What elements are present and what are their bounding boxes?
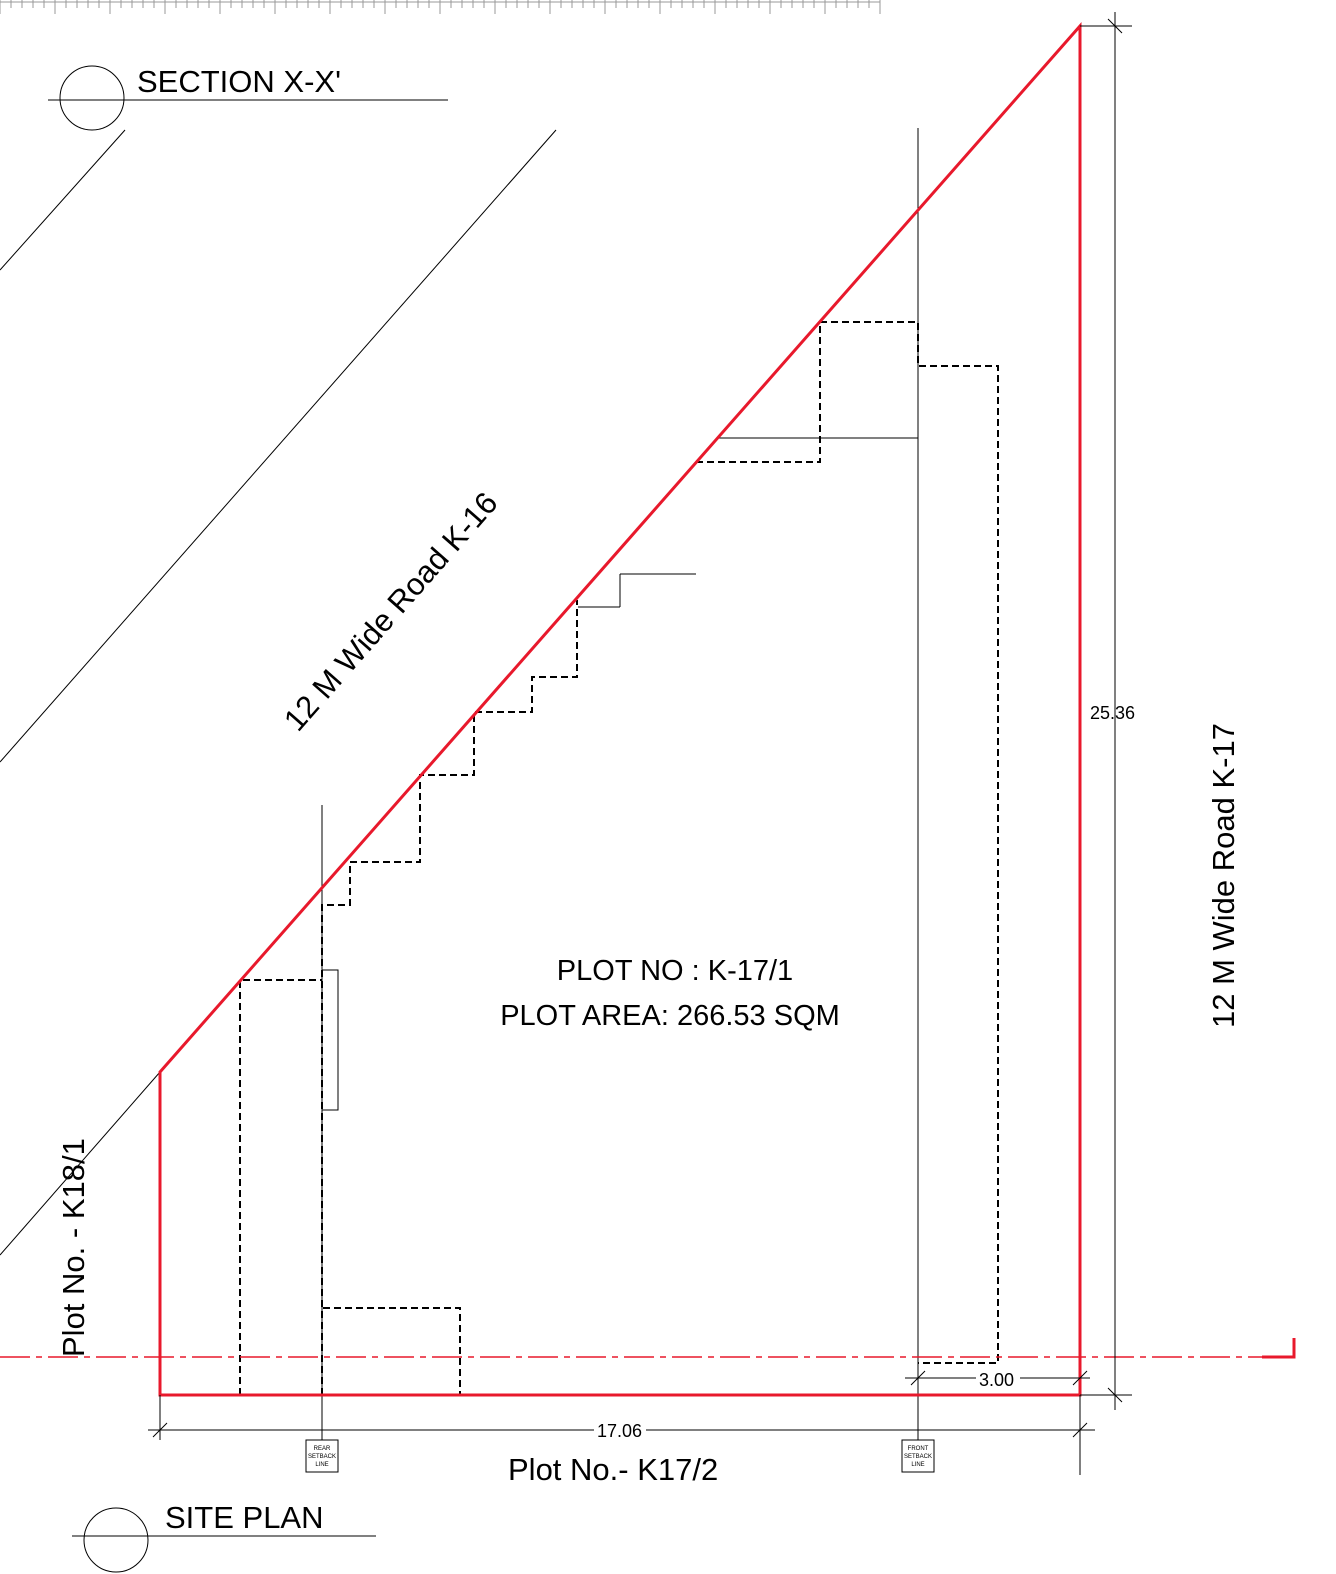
- plot-area: PLOT AREA: 266.53 SQM: [500, 1000, 840, 1032]
- plot-k17-2-label: Plot No.- K17/2: [508, 1452, 718, 1487]
- front-setback-tag: FRONT SETBACK LINE: [901, 1439, 935, 1473]
- site-plan-title: SITE PLAN: [165, 1500, 324, 1535]
- road-k16-label: 12 M Wide Road K-16: [277, 485, 505, 737]
- road-k16-lines: [0, 129, 557, 1256]
- dimension-front-label: 3.00: [979, 1370, 1014, 1390]
- site-plan-title-block: SITE PLAN: [72, 1500, 376, 1573]
- section-title-block: SECTION X-X': [48, 64, 448, 131]
- dimension-height-label: 25.36: [1090, 703, 1135, 723]
- svg-text:FRONT: FRONT: [908, 1446, 929, 1452]
- svg-text:SETBACK: SETBACK: [904, 1454, 932, 1460]
- plot-k18-label: Plot No. - K18/1: [56, 1138, 91, 1357]
- building-footprint: [239, 321, 999, 1395]
- dimension-height: [1080, 12, 1132, 1410]
- svg-text:LINE: LINE: [315, 1462, 328, 1468]
- section-line: [0, 1338, 1296, 1359]
- svg-text:REAR: REAR: [314, 1446, 331, 1452]
- top-ruler: [0, 0, 881, 14]
- road-k17-label: 12 M Wide Road K-17: [1206, 723, 1241, 1028]
- plot-number: PLOT NO : K-17/1: [557, 955, 793, 987]
- section-title: SECTION X-X': [137, 64, 341, 99]
- rear-setback-tag: REAR SETBACK LINE: [305, 1439, 339, 1473]
- dimension-width-label: 17.06: [597, 1421, 642, 1441]
- svg-text:SETBACK: SETBACK: [308, 1454, 336, 1460]
- svg-text:LINE: LINE: [911, 1462, 924, 1468]
